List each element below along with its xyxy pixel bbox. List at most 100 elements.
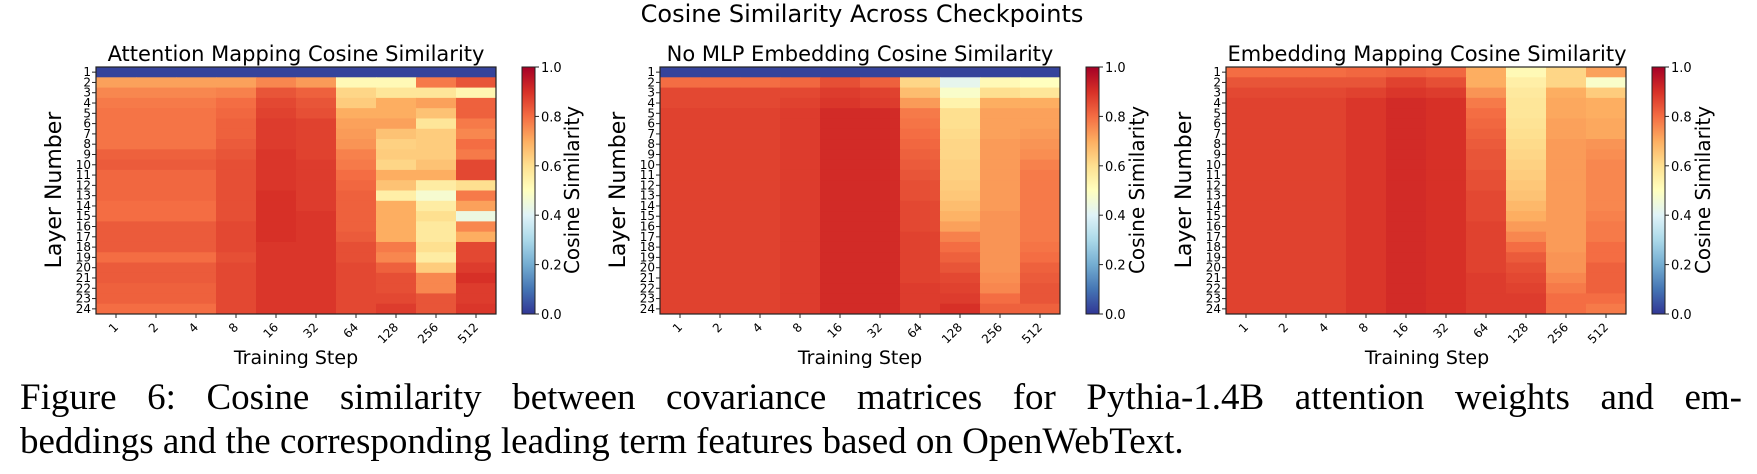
colorbar-tick-label: 0.2 <box>541 259 562 274</box>
heatmap-cell <box>900 262 941 274</box>
heatmap-cell <box>1266 67 1307 78</box>
heatmap-cell <box>136 262 177 274</box>
heatmap-cell <box>1586 272 1627 284</box>
y-tick-label: 14 <box>76 199 91 213</box>
heatmap-cell <box>660 231 701 243</box>
heatmap-cell <box>296 108 337 119</box>
heatmap-cell <box>216 118 257 130</box>
heatmap-cell <box>256 252 297 264</box>
heatmap-cell <box>376 118 417 130</box>
heatmap-cell <box>820 272 861 284</box>
heatmap-cell <box>376 180 417 191</box>
heatmap-cell <box>336 87 377 99</box>
heatmap-cell <box>136 139 177 150</box>
heatmap-cell <box>1546 283 1587 294</box>
y-tick-label: 2 <box>647 75 655 89</box>
heatmap-cell <box>780 221 821 233</box>
heatmap-cell <box>336 97 377 109</box>
heatmap-cell <box>416 200 457 212</box>
heatmap-cell <box>900 283 941 294</box>
heatmap-cell <box>96 200 137 212</box>
heatmap-cell <box>1466 118 1507 130</box>
heatmap-cell <box>1020 139 1061 150</box>
heatmap-cell <box>376 128 417 140</box>
heatmap-cell <box>820 303 861 315</box>
heatmap-cell <box>176 108 217 119</box>
heatmap-cell <box>296 221 337 233</box>
heatmap-cell <box>780 211 821 222</box>
x-tick-label: 64 <box>1470 320 1491 341</box>
heatmap-cell <box>416 241 457 253</box>
x-axis-label: Training Step <box>1364 347 1489 369</box>
y-tick-label: 6 <box>647 117 655 131</box>
heatmap-cell <box>1226 221 1267 233</box>
heatmap-cell <box>256 200 297 212</box>
heatmap-cell <box>940 108 981 119</box>
heatmap-cell <box>96 97 137 109</box>
heatmap-cell <box>416 231 457 243</box>
heatmap-cell <box>136 149 177 161</box>
heatmap-cell <box>1306 180 1347 191</box>
heatmap-cell <box>700 231 741 243</box>
heatmap-cell <box>136 231 177 243</box>
heatmap-cell <box>1226 211 1267 222</box>
heatmap-cell <box>1306 252 1347 264</box>
heatmap-cell <box>1346 211 1387 222</box>
heatmap-cell <box>1226 77 1267 89</box>
heatmap-panel-embedding: Embedding Mapping Cosine Similarity Laye… <box>1172 42 1715 369</box>
heatmap-cell <box>1346 200 1387 212</box>
heatmap-cell <box>860 149 901 161</box>
heatmap-cell <box>1346 128 1387 140</box>
figure-caption-line-1: Figure 6: Cosine similarity between cova… <box>20 377 1742 418</box>
heatmap-cell <box>456 67 497 78</box>
x-axis-label: Training Step <box>797 347 922 369</box>
heatmap-cell <box>336 77 377 89</box>
heatmap-cell <box>1546 139 1587 150</box>
heatmap-cell <box>860 211 901 222</box>
heatmap-cell <box>296 128 337 140</box>
heatmap-cell <box>376 190 417 202</box>
heatmap-cell <box>1546 303 1587 315</box>
y-tick-label: 7 <box>647 127 655 141</box>
heatmap-cell <box>860 169 901 181</box>
heatmap-cell <box>860 293 901 305</box>
plot-frame <box>95 66 497 315</box>
heatmap-cell <box>1426 293 1467 305</box>
heatmap-cell <box>1386 241 1427 253</box>
heatmap-cell <box>336 293 377 305</box>
heatmap-cell <box>900 200 941 212</box>
heatmap-cell <box>416 128 457 140</box>
heatmap-cell <box>1266 272 1307 284</box>
heatmap-cell <box>1546 200 1587 212</box>
heatmap-cell <box>900 87 941 99</box>
heatmap-cell <box>1466 97 1507 109</box>
heatmap-cell <box>216 149 257 161</box>
heatmap-cell <box>1306 211 1347 222</box>
heatmap-cell <box>416 77 457 89</box>
y-tick-label: 24 <box>76 302 91 316</box>
heatmap-cell <box>820 180 861 191</box>
heatmap-cell <box>416 67 457 78</box>
x-tick-label: 4 <box>1316 320 1331 335</box>
heatmap-cell <box>700 87 741 99</box>
heatmap-cell <box>1226 262 1267 274</box>
heatmap-cell <box>416 87 457 99</box>
heatmap-cell <box>940 97 981 109</box>
heatmap-cell <box>176 262 217 274</box>
heatmap-panel-no-mlp: No MLP Embedding Cosine Similarity Layer… <box>606 42 1149 369</box>
heatmap-cell <box>780 283 821 294</box>
heatmap-cell <box>1466 139 1507 150</box>
heatmap-cell <box>780 303 821 315</box>
heatmap-cell <box>1020 77 1061 89</box>
heatmap-cell <box>376 262 417 274</box>
heatmap-cell <box>1426 67 1467 78</box>
heatmap-cell <box>256 97 297 109</box>
y-tick-label: 19 <box>76 250 91 264</box>
y-tick-label: 2 <box>83 75 91 89</box>
heatmap-cell <box>1346 108 1387 119</box>
y-tick-label: 15 <box>640 209 655 223</box>
heatmap-cell <box>860 241 901 253</box>
heatmap-cell <box>336 180 377 191</box>
heatmap-cell <box>1266 118 1307 130</box>
y-tick-label: 13 <box>76 189 91 203</box>
